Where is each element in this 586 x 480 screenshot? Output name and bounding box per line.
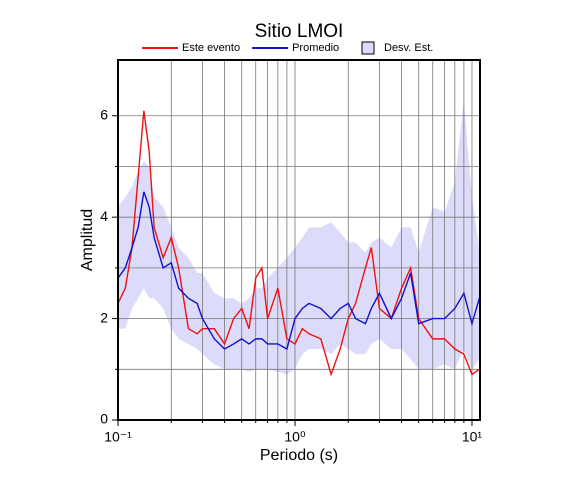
legend-swatch [361, 41, 375, 55]
series-line [117, 110, 480, 377]
x-axis-label: Periodo (s) [260, 447, 338, 464]
chart-title: Sitio LMOI [255, 21, 344, 42]
std-band [118, 100, 480, 375]
x-tick-label: 10⁻¹ [104, 429, 132, 445]
legend-label: Promedio [292, 42, 339, 54]
y-tick-label: 6 [100, 106, 108, 122]
plot-frame [117, 59, 481, 421]
x-tick-label: 10⁰ [284, 429, 306, 445]
y-tick-label: 2 [100, 309, 108, 325]
series-line [117, 191, 480, 351]
y-axis-label: Amplitud [79, 209, 96, 271]
y-tick-label: 4 [100, 208, 108, 224]
legend-label: Desv. Est. [384, 42, 433, 54]
x-tick-label: 10¹ [462, 429, 483, 445]
legend-label: Este evento [182, 42, 240, 54]
y-tick-label: 0 [100, 411, 108, 427]
